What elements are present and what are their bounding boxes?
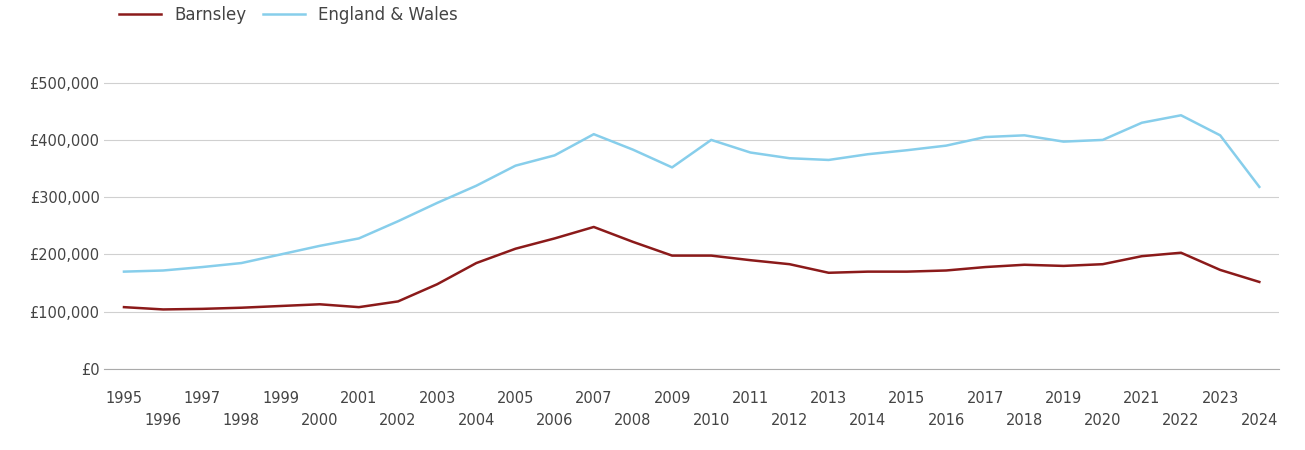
Text: 2018: 2018 bbox=[1006, 413, 1043, 428]
Text: 2020: 2020 bbox=[1084, 413, 1121, 428]
England & Wales bbox=[116, 269, 132, 274]
Barnsley bbox=[743, 257, 758, 263]
Text: 2004: 2004 bbox=[458, 413, 495, 428]
England & Wales bbox=[273, 252, 288, 257]
England & Wales bbox=[703, 137, 719, 143]
Text: 2010: 2010 bbox=[693, 413, 729, 428]
Text: 1999: 1999 bbox=[262, 391, 299, 406]
Barnsley bbox=[664, 253, 680, 258]
Text: 2014: 2014 bbox=[850, 413, 886, 428]
Text: 2011: 2011 bbox=[732, 391, 769, 406]
England & Wales bbox=[1251, 184, 1267, 189]
England & Wales bbox=[351, 236, 367, 241]
England & Wales bbox=[899, 148, 915, 153]
Text: 2017: 2017 bbox=[967, 391, 1004, 406]
Text: 2019: 2019 bbox=[1045, 391, 1082, 406]
Barnsley bbox=[860, 269, 876, 274]
Text: 2006: 2006 bbox=[536, 413, 573, 428]
England & Wales bbox=[429, 200, 445, 206]
Text: 2008: 2008 bbox=[615, 413, 651, 428]
Text: 2009: 2009 bbox=[654, 391, 690, 406]
Barnsley bbox=[312, 302, 328, 307]
England & Wales bbox=[390, 219, 406, 224]
Barnsley bbox=[703, 253, 719, 258]
England & Wales bbox=[821, 157, 837, 162]
Legend: Barnsley, England & Wales: Barnsley, England & Wales bbox=[112, 0, 465, 31]
Text: 2005: 2005 bbox=[497, 391, 534, 406]
Barnsley bbox=[1212, 267, 1228, 273]
Barnsley bbox=[1173, 250, 1189, 256]
Text: 1998: 1998 bbox=[223, 413, 260, 428]
England & Wales bbox=[977, 135, 993, 140]
England & Wales bbox=[312, 243, 328, 248]
Text: 2022: 2022 bbox=[1163, 413, 1199, 428]
Text: 2023: 2023 bbox=[1202, 391, 1238, 406]
Line: England & Wales: England & Wales bbox=[124, 115, 1259, 272]
Barnsley bbox=[1095, 261, 1111, 267]
Barnsley bbox=[977, 264, 993, 270]
England & Wales bbox=[1056, 139, 1071, 144]
England & Wales bbox=[1017, 133, 1032, 138]
England & Wales bbox=[468, 183, 484, 189]
England & Wales bbox=[625, 147, 641, 153]
Barnsley bbox=[899, 269, 915, 274]
Barnsley bbox=[782, 261, 797, 267]
Text: 2016: 2016 bbox=[928, 413, 964, 428]
Barnsley bbox=[390, 299, 406, 304]
Barnsley bbox=[429, 282, 445, 287]
Text: 2024: 2024 bbox=[1241, 413, 1278, 428]
Barnsley bbox=[1056, 263, 1071, 269]
England & Wales bbox=[664, 165, 680, 170]
Text: 2003: 2003 bbox=[419, 391, 455, 406]
Line: Barnsley: Barnsley bbox=[124, 227, 1259, 310]
Barnsley bbox=[155, 307, 171, 312]
Text: 1997: 1997 bbox=[184, 391, 221, 406]
England & Wales bbox=[1095, 137, 1111, 143]
Barnsley bbox=[116, 305, 132, 310]
England & Wales bbox=[938, 143, 954, 148]
England & Wales bbox=[586, 131, 602, 137]
Barnsley bbox=[273, 303, 288, 309]
Barnsley bbox=[938, 268, 954, 273]
England & Wales bbox=[234, 261, 249, 266]
Barnsley bbox=[821, 270, 837, 275]
England & Wales bbox=[1173, 112, 1189, 118]
England & Wales bbox=[1134, 120, 1150, 126]
Barnsley bbox=[468, 261, 484, 266]
Text: 2015: 2015 bbox=[889, 391, 925, 406]
Barnsley bbox=[508, 246, 523, 252]
Text: 2021: 2021 bbox=[1124, 391, 1160, 406]
Barnsley bbox=[547, 236, 562, 241]
England & Wales bbox=[155, 268, 171, 273]
England & Wales bbox=[508, 163, 523, 168]
England & Wales bbox=[194, 264, 210, 270]
Barnsley bbox=[351, 305, 367, 310]
England & Wales bbox=[743, 150, 758, 155]
England & Wales bbox=[860, 152, 876, 157]
Barnsley bbox=[586, 224, 602, 230]
Text: 2002: 2002 bbox=[380, 413, 416, 428]
England & Wales bbox=[547, 153, 562, 158]
Text: 2007: 2007 bbox=[576, 391, 612, 406]
Text: 2012: 2012 bbox=[771, 413, 808, 428]
Barnsley bbox=[1251, 279, 1267, 285]
Barnsley bbox=[1017, 262, 1032, 267]
Text: 2001: 2001 bbox=[341, 391, 377, 406]
Text: 2000: 2000 bbox=[301, 413, 338, 428]
Barnsley bbox=[234, 305, 249, 310]
Text: 2013: 2013 bbox=[810, 391, 847, 406]
Barnsley bbox=[625, 239, 641, 244]
Barnsley bbox=[1134, 253, 1150, 259]
Text: 1996: 1996 bbox=[145, 413, 181, 428]
Barnsley bbox=[194, 306, 210, 311]
England & Wales bbox=[1212, 133, 1228, 138]
England & Wales bbox=[782, 156, 797, 161]
Text: 1995: 1995 bbox=[106, 391, 142, 406]
